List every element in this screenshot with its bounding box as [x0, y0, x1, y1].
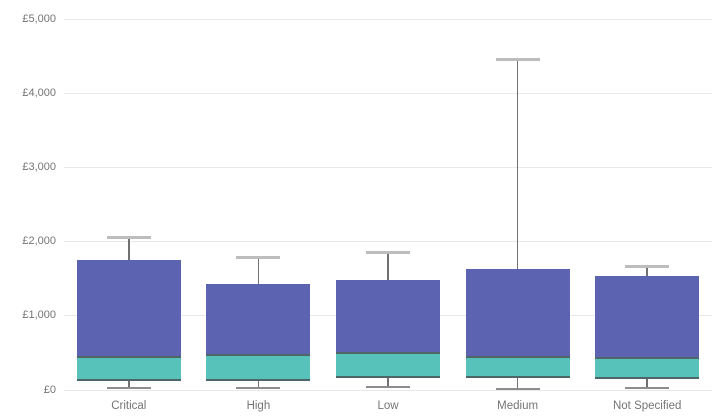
y-axis-tick-label: £5,000 [22, 12, 56, 25]
median-line-medium [465, 356, 570, 359]
box-upper-low[interactable] [336, 280, 440, 353]
box-lower-not-specified[interactable] [595, 358, 700, 379]
median-line-high [206, 353, 311, 356]
box-upper-critical[interactable] [76, 260, 181, 357]
x-axis-category-label-medium: Medium [497, 400, 539, 412]
whisker-stem-top-not-specified [646, 266, 648, 277]
box-upper-not-specified[interactable] [595, 276, 700, 359]
box-lower-medium[interactable] [465, 357, 570, 378]
whisker-cap-min-critical [106, 386, 151, 389]
whisker-stem-top-critical [128, 237, 130, 261]
whisker-stem-top-high [257, 257, 260, 284]
whisker-cap-min-medium [495, 387, 540, 390]
median-line-low [336, 351, 440, 354]
box-lower-high[interactable] [206, 354, 311, 380]
whisker-stem-bottom-high [257, 379, 260, 388]
x-axis-category-label-not-specified: Not Specified [612, 400, 682, 412]
box-lower-critical[interactable] [76, 356, 181, 380]
q1-line-medium [465, 376, 570, 379]
y-axis-tick-label: £0 [43, 383, 56, 396]
q1-line-not-specified [595, 377, 700, 380]
y-axis-tick-label: £1,000 [22, 309, 56, 322]
whisker-cap-max-not-specified [625, 265, 670, 269]
whisker-stem-bottom-critical [128, 379, 130, 388]
x-axis-category-label-high: High [246, 400, 271, 412]
y-axis-tick-label: £3,000 [22, 160, 56, 173]
box-upper-high[interactable] [206, 283, 311, 355]
gridline-2000 [64, 241, 712, 243]
whisker-stem-bottom-not-specified [646, 378, 648, 388]
whisker-stem-bottom-medium [516, 377, 519, 389]
gridline-5000 [64, 18, 712, 20]
x-axis-category-label-critical: Critical [111, 400, 147, 412]
whisker-cap-max-low [366, 251, 410, 255]
q1-line-low [336, 376, 440, 378]
whisker-cap-max-medium [495, 58, 540, 62]
whisker-stem-top-medium [516, 59, 519, 270]
gridline-4000 [64, 92, 712, 94]
whisker-cap-min-high [236, 386, 281, 389]
whisker-cap-max-high [236, 256, 281, 260]
median-line-not-specified [595, 357, 700, 360]
box-lower-low[interactable] [336, 352, 440, 377]
whisker-cap-min-low [366, 386, 410, 389]
whisker-cap-max-critical [106, 235, 151, 239]
median-line-critical [76, 355, 181, 358]
y-axis-tick-label: £2,000 [22, 235, 56, 248]
whisker-cap-min-not-specified [625, 386, 670, 389]
y-axis-tick-label: £4,000 [22, 86, 56, 99]
q1-line-high [206, 378, 311, 381]
q1-line-critical [76, 378, 181, 381]
gridline-3000 [64, 166, 712, 168]
box-upper-medium[interactable] [465, 269, 570, 358]
whisker-stem-bottom-low [387, 377, 389, 388]
gridline-0 [64, 389, 712, 391]
x-axis-category-label-low: Low [377, 400, 399, 412]
whisker-stem-top-low [387, 252, 389, 281]
